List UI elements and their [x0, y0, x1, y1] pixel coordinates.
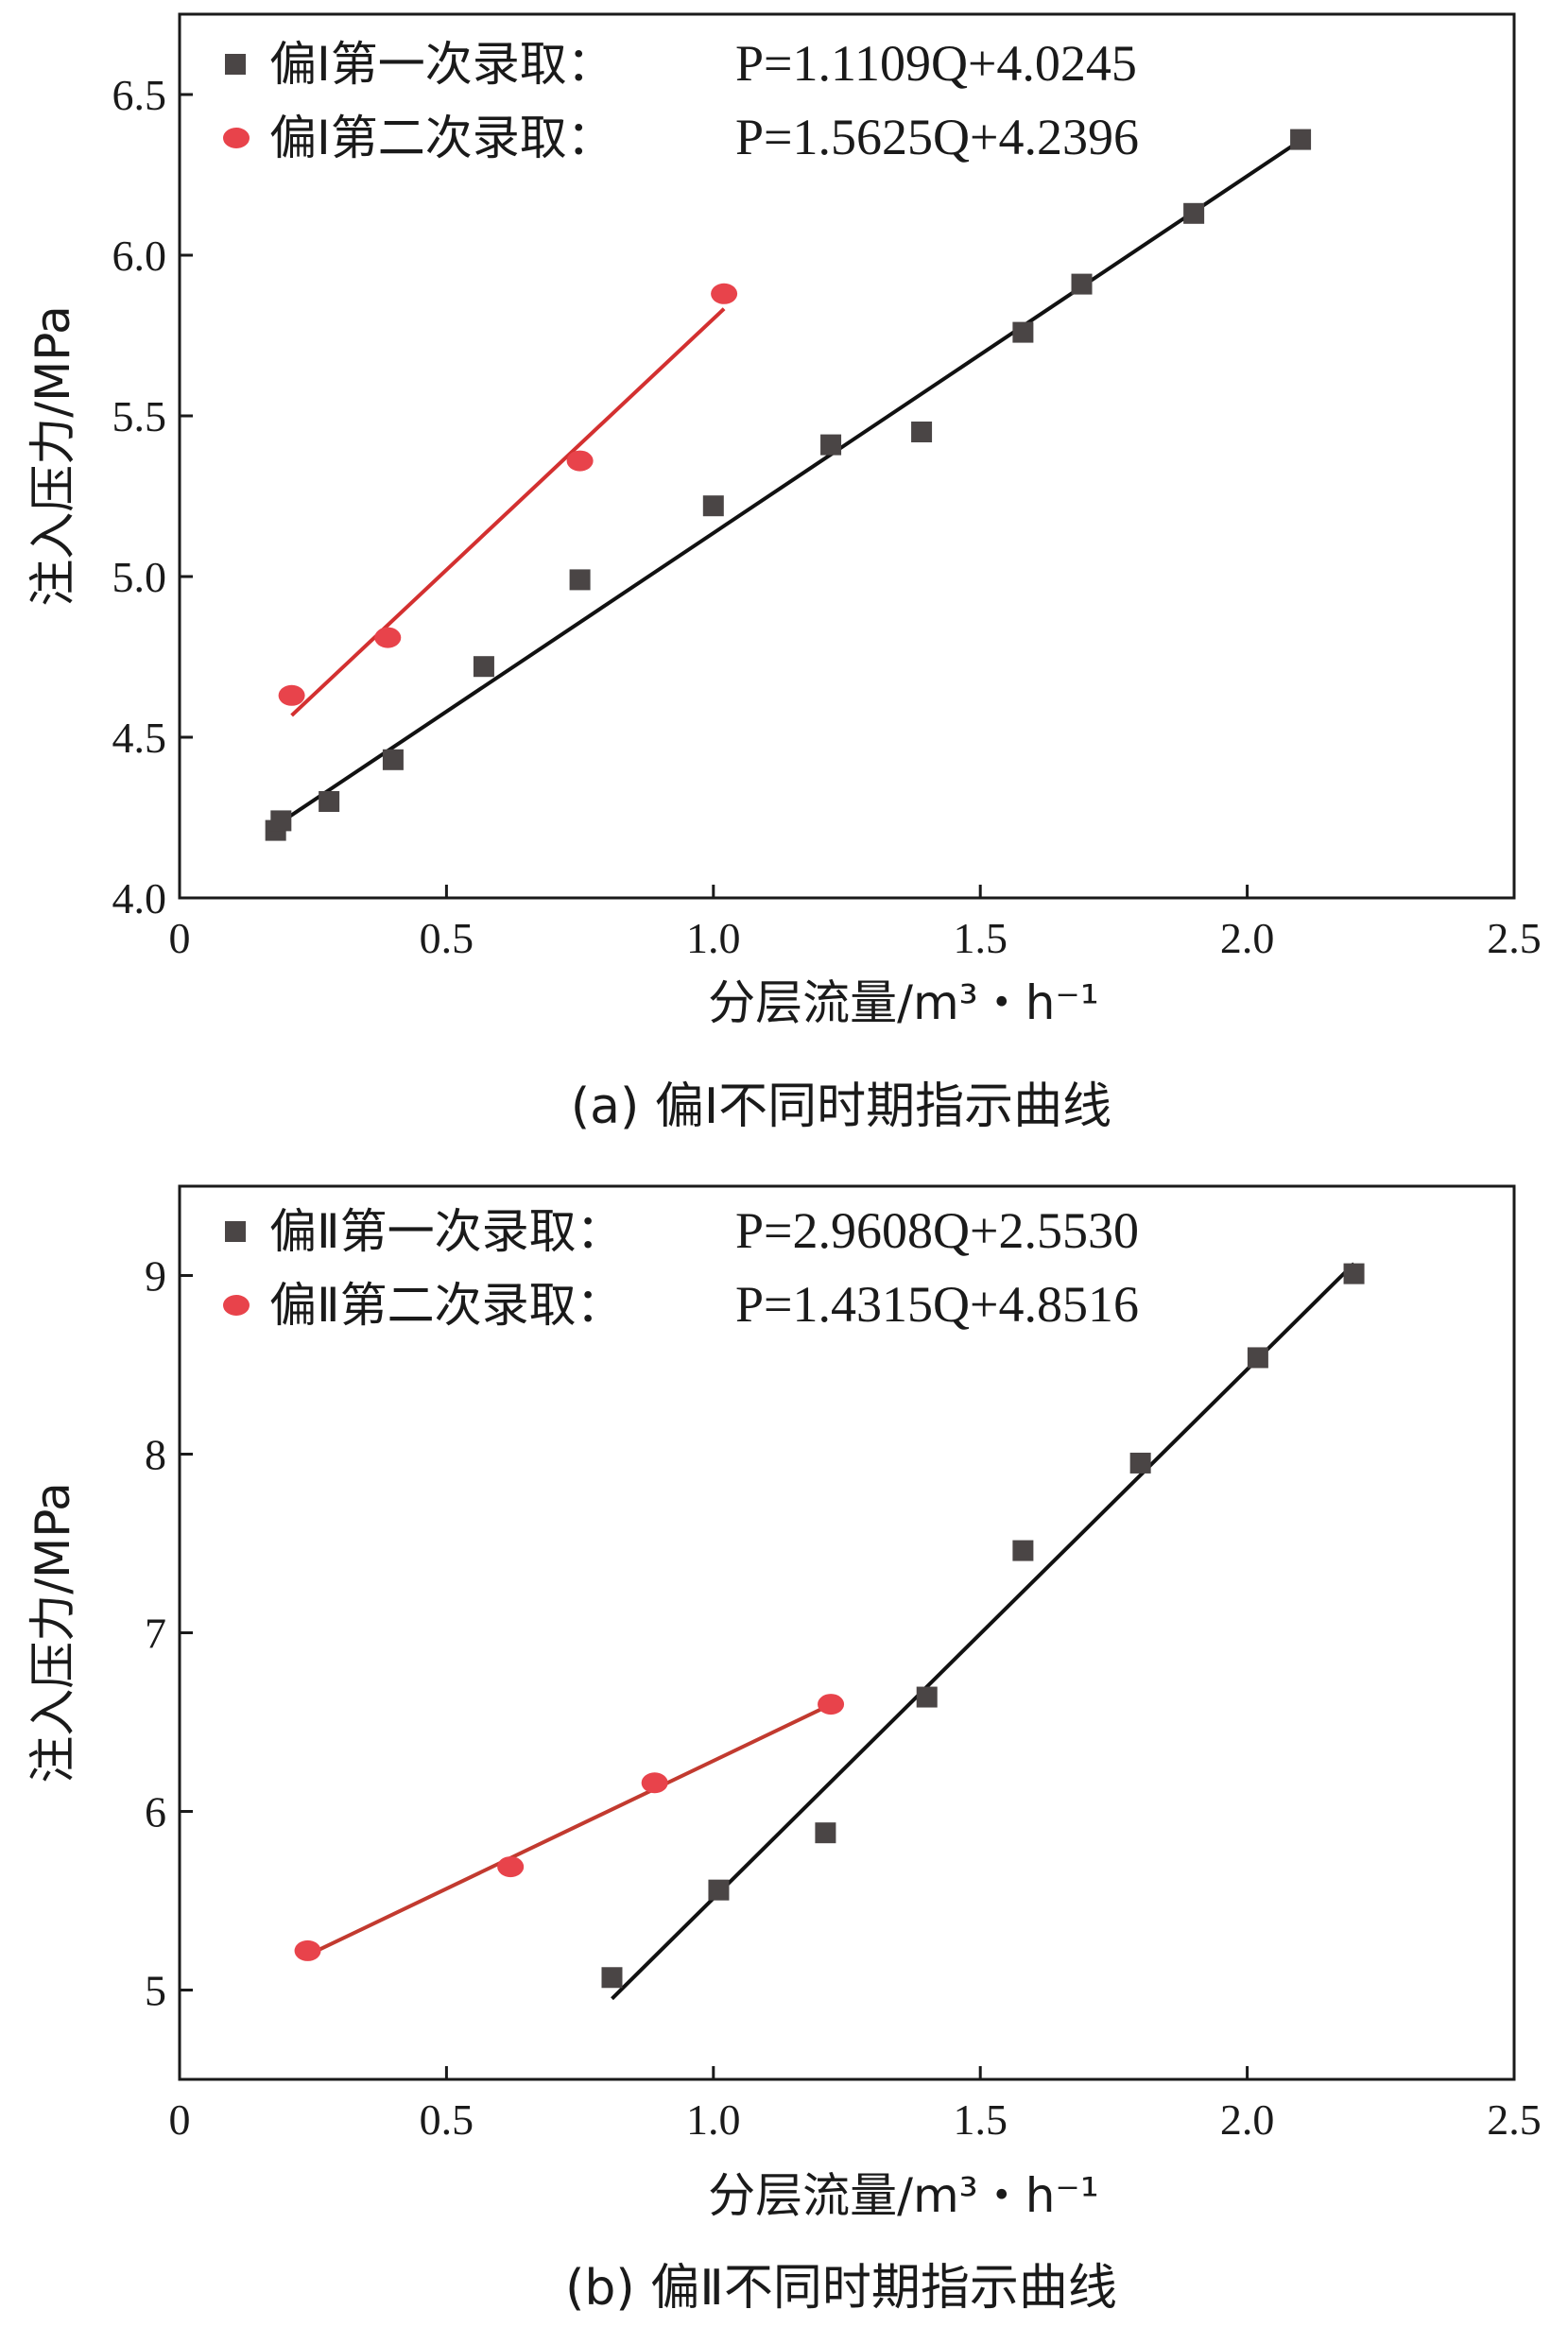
plot-frame: [178, 12, 1516, 900]
y-tick-label: 5.5: [112, 392, 167, 440]
data-point-series-1: [270, 810, 292, 832]
y-tick-label: 5: [145, 1967, 166, 2015]
y-tick-label: 6.0: [112, 232, 167, 280]
data-point-series-2: [374, 627, 402, 648]
data-point-series-2: [566, 450, 594, 472]
data-point-series-1: [815, 1822, 836, 1844]
data-point-series-1: [473, 656, 494, 678]
chart-b: 0 0.5 1.0 1.5 2.0 2.5 5 6 7 8 9 偏Ⅱ第一次录取： P=2.9608Q…: [26, 1184, 1542, 2317]
x-tick-label: 2.0: [1220, 2095, 1275, 2144]
x-tick-label: 0.5: [420, 914, 474, 962]
fit-line-series-1: [274, 138, 1302, 828]
data-point-series-1: [1183, 202, 1205, 224]
legend-label: 偏Ⅱ第一次录取：: [269, 1204, 624, 1259]
legend-equation: P=2.9608Q+2.5530: [735, 1202, 1139, 1259]
legend-label: 偏Ⅱ第二次录取：: [269, 1278, 624, 1333]
x-axis-label: 分层流量/m³・h⁻¹: [708, 975, 1099, 1030]
data-point-series-2: [711, 283, 738, 304]
legend-marker-square: [225, 54, 246, 75]
data-point-series-1: [382, 749, 404, 770]
data-point-series-1: [916, 1686, 938, 1708]
y-tick-label: 7: [145, 1610, 166, 1658]
chart-a: 0 0.5 1.0 1.5 2.0 2.5 4.0 4.5 5.0 5.5 6.0 6.5 偏Ⅰ第一次…: [26, 12, 1542, 1135]
data-point-series-1: [1012, 1540, 1034, 1561]
y-tick-label: 4.5: [112, 714, 167, 762]
legend-marker-circle: [223, 128, 250, 148]
fit-line-series-2: [290, 307, 726, 717]
x-tick-label: 1.5: [953, 914, 1008, 962]
fit-line-series-1: [611, 1262, 1355, 2001]
legend-item-series-2: 偏Ⅰ第二次录取： P=1.5625Q+4.2396: [223, 109, 1139, 165]
fit-line-series-2: [306, 1702, 832, 1957]
y-tick-label: 9: [145, 1252, 166, 1301]
data-point-series-2: [818, 1694, 845, 1715]
x-tick-label: 1.0: [686, 2095, 741, 2144]
data-point-series-1: [601, 1967, 623, 1989]
chart-caption: (b) 偏Ⅱ不同时期指示曲线: [565, 2260, 1117, 2317]
data-point-series-1: [1290, 129, 1312, 150]
legend-marker-square: [225, 1221, 246, 1242]
y-tick-label: 5.0: [112, 553, 167, 601]
x-tick-label: 1.0: [686, 914, 741, 962]
x-tick-label: 2.0: [1220, 914, 1275, 962]
legend-label: 偏Ⅰ第一次录取：: [269, 37, 614, 92]
data-point-series-1: [1343, 1263, 1365, 1284]
data-point-series-1: [1071, 273, 1093, 295]
x-tick-label: 0.5: [420, 2095, 474, 2144]
legend-equation: P=1.4315Q+4.8516: [735, 1276, 1139, 1333]
y-tick-label: 6.5: [112, 71, 167, 119]
legend-equation: P=1.1109Q+4.0245: [735, 35, 1137, 92]
data-point-series-1: [1012, 321, 1034, 343]
data-point-series-2: [497, 1856, 525, 1878]
y-axis-label: 注入压力/MPa: [26, 305, 80, 607]
legend: 偏Ⅱ第一次录取： P=2.9608Q+2.5530 偏Ⅱ第二次录取： P=1.4…: [223, 1202, 1139, 1333]
data-point-series-1: [702, 495, 724, 517]
data-point-series-2: [294, 1939, 321, 1961]
x-tick-label: 2.5: [1487, 914, 1542, 962]
legend: 偏Ⅰ第一次录取： P=1.1109Q+4.0245 偏Ⅰ第二次录取： P=1.5…: [223, 35, 1139, 165]
legend-marker-circle: [223, 1295, 250, 1316]
legend-label: 偏Ⅰ第二次录取：: [269, 111, 614, 165]
y-tick-label: 8: [145, 1431, 166, 1479]
y-tick-label: 6: [145, 1788, 166, 1836]
legend-equation: P=1.5625Q+4.2396: [735, 109, 1139, 165]
data-point-series-1: [911, 422, 933, 442]
y-axis-label: 注入压力/MPa: [26, 1482, 80, 1784]
data-point-series-2: [641, 1772, 668, 1794]
data-point-series-1: [1247, 1347, 1268, 1369]
data-point-series-2: [278, 684, 305, 706]
legend-item-series-1: 偏Ⅱ第一次录取： P=2.9608Q+2.5530: [225, 1202, 1139, 1259]
data-point-series-1: [820, 434, 842, 456]
legend-item-series-1: 偏Ⅰ第一次录取： P=1.1109Q+4.0245: [225, 35, 1137, 92]
legend-item-series-2: 偏Ⅱ第二次录取： P=1.4315Q+4.8516: [223, 1276, 1139, 1333]
chart-caption: (a) 偏Ⅰ不同时期指示曲线: [571, 1078, 1111, 1135]
x-tick-label: 0: [169, 914, 191, 962]
y-tick-label: 4.0: [112, 874, 167, 922]
data-point-series-1: [319, 791, 340, 812]
data-point-series-1: [708, 1879, 730, 1901]
x-tick-label: 0: [169, 2095, 191, 2144]
x-tick-label: 2.5: [1487, 2095, 1542, 2144]
data-point-series-1: [1129, 1452, 1151, 1474]
x-tick-label: 1.5: [953, 2095, 1008, 2144]
data-point-series-1: [569, 569, 591, 591]
x-axis-label: 分层流量/m³・h⁻¹: [708, 2168, 1099, 2223]
